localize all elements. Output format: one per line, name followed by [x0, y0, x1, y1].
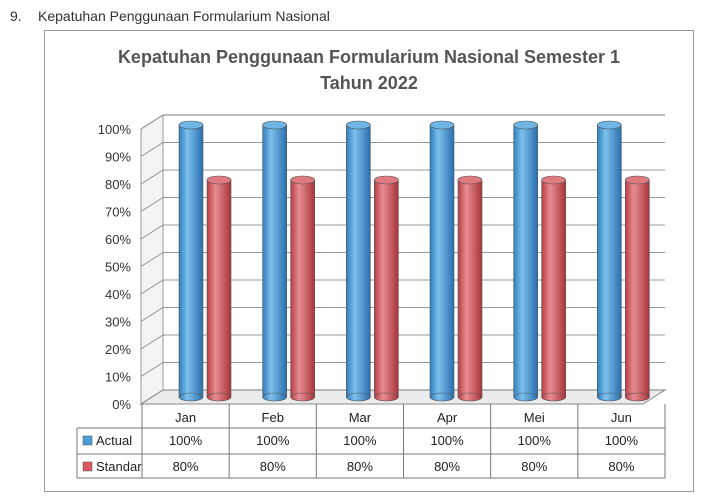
data-label: 80% — [347, 459, 373, 474]
bar-cap — [597, 120, 622, 130]
chart-title-line-1: Kepatuhan Penggunaan Formularium Nasiona… — [118, 47, 620, 67]
bar-actual-jan — [178, 124, 204, 398]
gridline-diagonal — [140, 252, 164, 267]
bar-cap — [178, 120, 204, 130]
y-tick-label: 90% — [105, 150, 131, 165]
gridline-diagonal — [140, 142, 164, 157]
y-tick-label: 60% — [105, 232, 131, 247]
data-label: 80% — [608, 459, 634, 474]
y-tick-label: 10% — [105, 370, 131, 385]
y-tick-label: 70% — [105, 205, 131, 220]
data-label: 100% — [169, 433, 203, 448]
x-tick-label: Apr — [437, 410, 458, 425]
bar-standar-jan — [206, 179, 232, 398]
data-label: 100% — [430, 433, 464, 448]
bar-actual-mar — [346, 124, 371, 398]
gridline-diagonal — [140, 114, 164, 130]
bar-standar-feb — [290, 179, 315, 398]
gridline-diagonal — [140, 279, 164, 295]
bar-standar-mei — [541, 179, 566, 398]
bar-cap — [374, 175, 399, 185]
data-label: 100% — [518, 433, 552, 448]
bar-cap — [541, 175, 566, 185]
bar-base — [625, 392, 650, 402]
y-tick-label: 40% — [105, 287, 131, 302]
data-label: 100% — [256, 433, 290, 448]
y-tick-label: 0% — [112, 397, 131, 412]
bar-cap — [262, 120, 287, 130]
gridline-diagonal — [140, 307, 164, 322]
x-tick-label: Mei — [524, 410, 545, 425]
x-tick-label: Jan — [175, 410, 196, 425]
bar-standar-apr — [457, 179, 483, 398]
bar-cap — [625, 175, 650, 185]
gridline-diagonal — [140, 362, 164, 377]
y-tick-label: 100% — [98, 122, 132, 137]
data-label: 80% — [434, 459, 460, 474]
legend-swatch-standar — [82, 461, 93, 472]
bar-cap — [290, 175, 315, 185]
bar-chart: Kepatuhan Penggunaan Formularium Nasiona… — [76, 47, 667, 479]
data-label: 80% — [173, 459, 199, 474]
data-label: 100% — [343, 433, 377, 448]
gridline-diagonal — [140, 389, 164, 405]
bar-base — [262, 392, 287, 402]
bar-base — [513, 392, 538, 402]
bar-actual-mei — [513, 124, 538, 398]
bar-base — [346, 392, 371, 402]
bar-base — [457, 392, 483, 402]
chart-frame: Kepatuhan Penggunaan Formularium Nasiona… — [44, 30, 694, 492]
bar-cap — [513, 120, 538, 130]
bar-base — [429, 392, 455, 402]
bar-standar-jun — [625, 179, 650, 398]
bar-base — [206, 392, 232, 402]
y-tick-label: 20% — [105, 342, 131, 357]
bar-actual-feb — [262, 124, 287, 398]
section-heading: 9. Kepatuhan Penggunaan Formularium Nasio… — [10, 8, 330, 24]
y-tick-label: 50% — [105, 260, 131, 275]
gridline-diagonal — [140, 224, 164, 240]
gridline-diagonal — [140, 169, 164, 185]
bar-base — [374, 392, 399, 402]
section-title: Kepatuhan Penggunaan Formularium Nasiona… — [38, 8, 330, 24]
legend-label-actual: Actual — [96, 433, 132, 448]
bar-base — [597, 392, 622, 402]
bar-actual-jun — [597, 124, 622, 398]
bar-cap — [429, 120, 455, 130]
chart-title-line-2: Tahun 2022 — [320, 73, 418, 93]
bar-base — [541, 392, 566, 402]
data-label: 100% — [605, 433, 639, 448]
bar-actual-apr — [429, 124, 455, 398]
section-number: 9. — [10, 8, 22, 24]
x-tick-label: Jun — [611, 410, 632, 425]
data-label: 80% — [260, 459, 286, 474]
legend-swatch-actual — [82, 435, 93, 446]
gridline-diagonal — [140, 334, 164, 350]
x-tick-label: Mar — [349, 410, 372, 425]
x-tick-label: Feb — [262, 410, 284, 425]
data-label: 80% — [521, 459, 547, 474]
gridline-diagonal — [140, 197, 164, 212]
bar-cap — [457, 175, 483, 185]
bar-base — [178, 392, 204, 402]
y-tick-label: 80% — [105, 177, 131, 192]
bar-cap — [206, 175, 232, 185]
legend-label-standar: Standar — [96, 459, 142, 474]
y-tick-label: 30% — [105, 315, 131, 330]
bar-cap — [346, 120, 371, 130]
bar-standar-mar — [374, 179, 399, 398]
bar-base — [290, 392, 315, 402]
